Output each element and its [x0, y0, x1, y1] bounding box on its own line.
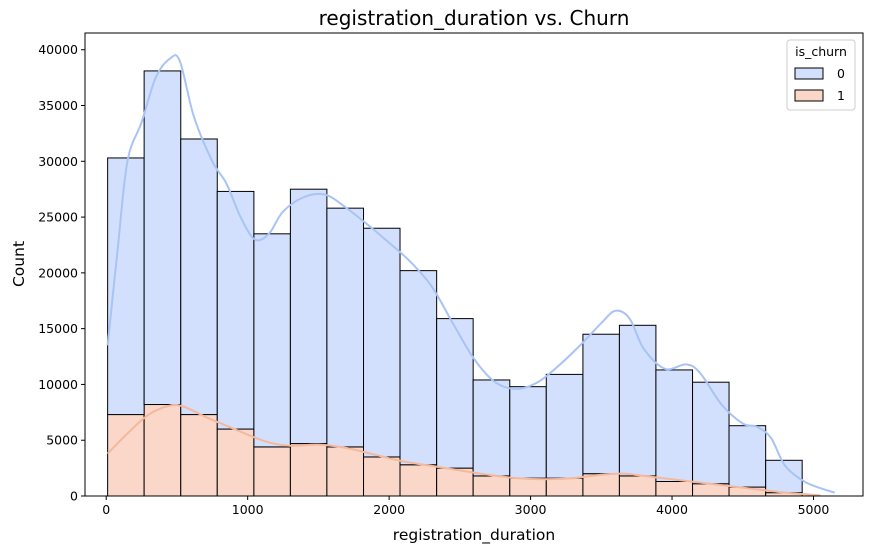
bar-churn-0-bin-3: [216, 190, 255, 430]
y-tick-label: 15000: [38, 321, 78, 336]
chart-title: registration_duration vs. Churn: [319, 6, 630, 30]
x-axis-label: registration_duration: [393, 526, 555, 545]
bar-churn-1-bin-0: [107, 414, 145, 497]
bar-churn-1-bin-14: [618, 475, 657, 497]
legend-entries: 01: [794, 66, 845, 103]
bar-churn-0-bin-17: [728, 425, 767, 488]
x-tick-label: 2000: [373, 502, 405, 517]
bar-churn-0-bin-15: [655, 369, 694, 482]
bar-churn-1-bin-11: [509, 477, 547, 497]
bar-churn-1-bin-3: [216, 428, 255, 497]
y-tick-label: 5000: [46, 433, 78, 448]
y-axis: 0 5000 10000 15000 20000 25000 30000 35000 40000: [38, 42, 85, 504]
x-axis: 0 1000 2000 3000 4000 5000: [102, 496, 829, 517]
bar-churn-1-bin-7: [363, 456, 401, 497]
y-tick-label: 40000: [38, 42, 78, 57]
legend-title: is_churn: [795, 44, 847, 59]
bar-churn-1-bin-2: [180, 414, 218, 497]
y-tick-label: 35000: [38, 98, 78, 113]
bar-churn-0-bin-7: [363, 227, 401, 458]
kde-line-churn-0: [106, 54, 836, 494]
kde-layer: [106, 54, 836, 497]
plot-frame: [84, 32, 864, 497]
bar-churn-0-bin-14: [618, 324, 657, 477]
bar-churn-0-bin-13: [582, 333, 620, 475]
bar-churn-1-bin-6: [326, 446, 365, 497]
legend: is_churn 01: [786, 39, 856, 111]
bar-churn-1-bin-10: [472, 475, 511, 497]
y-tick-label: 25000: [38, 210, 78, 225]
y-tick-label: 0: [70, 489, 78, 504]
x-tick-label: 4000: [656, 502, 688, 517]
x-tick-label: 5000: [798, 502, 830, 517]
bar-churn-1-bin-15: [655, 480, 694, 497]
bar-churn-0-bin-5: [289, 188, 328, 445]
x-tick-label: 3000: [515, 502, 547, 517]
bar-churn-1-bin-5: [289, 443, 328, 497]
bar-churn-0-bin-6: [326, 207, 365, 448]
bar-churn-0-bin-9: [436, 318, 474, 469]
y-tick-label: 30000: [38, 154, 78, 169]
kde-line-churn-1: [106, 403, 821, 497]
legend-label-1: 1: [837, 88, 845, 103]
bar-churn-0-bin-4: [253, 233, 291, 448]
bars-layer: [107, 70, 803, 497]
bar-churn-0-bin-12: [545, 373, 584, 479]
bar-churn-0-bin-10: [472, 379, 511, 477]
x-tick-label: 0: [102, 502, 110, 517]
x-tick-label: 1000: [232, 502, 264, 517]
y-axis-label: Count: [10, 241, 28, 287]
bar-churn-1-bin-8: [399, 464, 438, 497]
y-tick-label: 20000: [38, 265, 78, 280]
legend-swatch-1: [794, 89, 824, 102]
bar-churn-0-bin-2: [180, 138, 218, 416]
legend-swatch-0: [794, 67, 824, 80]
bar-churn-0-bin-16: [692, 381, 730, 485]
legend-label-0: 0: [837, 66, 845, 81]
bar-churn-1-bin-12: [545, 477, 584, 497]
y-tick-label: 10000: [38, 377, 78, 392]
bar-churn-1-bin-4: [253, 446, 291, 497]
bar-churn-0-bin-8: [399, 270, 438, 466]
bar-churn-0-bin-11: [509, 386, 547, 479]
bar-churn-1-bin-1: [143, 404, 182, 497]
bar-churn-0-bin-1: [143, 70, 182, 406]
